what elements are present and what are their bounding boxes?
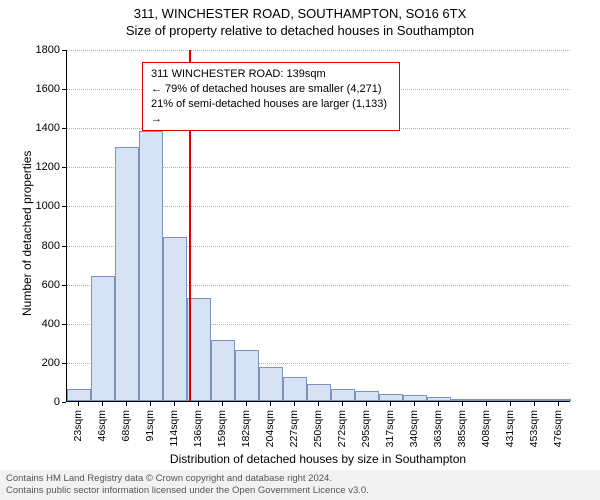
x-tick-mark [414,402,415,406]
x-tick-mark [438,402,439,406]
x-tick-label: 68sqm [120,410,132,442]
footer-line1: Contains HM Land Registry data © Crown c… [6,473,594,485]
x-tick-mark [366,402,367,406]
x-tick-mark [126,402,127,406]
x-tick-label: 91sqm [144,410,156,442]
legend-box: 311 WINCHESTER ROAD: 139sqm← 79% of deta… [142,62,400,131]
x-tick-label: 295sqm [360,410,372,447]
footer-line2: Contains public sector information licen… [6,485,594,497]
x-tick-mark [150,402,151,406]
x-tick-mark [510,402,511,406]
histogram-bar [139,131,163,401]
x-tick-label: 136sqm [192,410,204,447]
x-tick-label: 159sqm [216,410,228,447]
y-tick-label: 400 [10,318,60,330]
histogram-bar [259,367,283,401]
title-line1: 311, WINCHESTER ROAD, SOUTHAMPTON, SO16 … [0,6,600,23]
histogram-bar [283,377,307,401]
x-tick-label: 476sqm [552,410,564,447]
x-tick-mark [294,402,295,406]
title-line2: Size of property relative to detached ho… [0,23,600,40]
y-tick-label: 1600 [10,83,60,95]
histogram-bar [427,397,451,401]
y-tick-label: 800 [10,240,60,252]
x-tick-mark [558,402,559,406]
attribution-footer: Contains HM Land Registry data © Crown c… [0,470,600,500]
x-tick-label: 340sqm [408,410,420,447]
y-tick-label: 1800 [10,44,60,56]
histogram-bar [163,237,187,401]
histogram-bar [547,399,571,401]
y-tick-mark [62,167,66,168]
gridline-h [67,50,570,51]
x-tick-label: 227sqm [288,410,300,447]
x-tick-label: 23sqm [72,410,84,442]
x-tick-label: 182sqm [240,410,252,447]
histogram-bar [67,389,91,401]
x-tick-mark [198,402,199,406]
x-tick-mark [318,402,319,406]
histogram-bar [115,147,139,401]
x-tick-label: 204sqm [264,410,276,447]
y-tick-label: 1400 [10,122,60,134]
x-tick-mark [270,402,271,406]
histogram-bar [235,350,259,401]
x-tick-label: 385sqm [456,410,468,447]
x-tick-mark [462,402,463,406]
x-tick-mark [174,402,175,406]
x-tick-label: 272sqm [336,410,348,447]
histogram-bar [403,395,427,401]
x-tick-mark [78,402,79,406]
x-tick-label: 250sqm [312,410,324,447]
histogram-bar [331,389,355,401]
x-tick-label: 431sqm [504,410,516,447]
histogram-bar [523,399,547,401]
histogram-bar [91,276,115,401]
histogram-bar [211,340,235,401]
y-tick-mark [62,285,66,286]
histogram-bar [307,384,331,401]
histogram-bar [355,391,379,401]
plot-area: 311 WINCHESTER ROAD: 139sqm← 79% of deta… [66,50,570,402]
histogram-bar [475,399,499,401]
y-tick-mark [62,246,66,247]
x-tick-label: 114sqm [168,410,180,447]
x-tick-label: 46sqm [96,410,108,442]
y-tick-label: 600 [10,279,60,291]
histogram-bar [379,394,403,401]
x-tick-label: 453sqm [528,410,540,447]
chart-title-block: 311, WINCHESTER ROAD, SOUTHAMPTON, SO16 … [0,0,600,40]
histogram-chart: 311 WINCHESTER ROAD: 139sqm← 79% of deta… [0,42,600,462]
y-tick-label: 1200 [10,161,60,173]
y-tick-mark [62,206,66,207]
y-tick-mark [62,402,66,403]
x-tick-label: 408sqm [480,410,492,447]
x-tick-mark [342,402,343,406]
x-tick-label: 317sqm [384,410,396,447]
y-axis-label: Number of detached properties [20,151,34,316]
x-tick-mark [486,402,487,406]
x-axis-label: Distribution of detached houses by size … [66,452,570,466]
x-tick-mark [534,402,535,406]
histogram-bar [499,399,523,401]
y-tick-label: 200 [10,357,60,369]
y-tick-mark [62,89,66,90]
x-tick-mark [222,402,223,406]
y-tick-mark [62,128,66,129]
y-tick-mark [62,50,66,51]
legend-line1: 311 WINCHESTER ROAD: 139sqm [151,67,391,82]
x-tick-mark [246,402,247,406]
x-tick-mark [390,402,391,406]
y-tick-label: 1000 [10,200,60,212]
y-tick-mark [62,363,66,364]
histogram-bar [451,399,475,401]
x-tick-label: 363sqm [432,410,444,447]
legend-line2: ← 79% of detached houses are smaller (4,… [151,82,391,97]
y-tick-label: 0 [10,396,60,408]
legend-line3: 21% of semi-detached houses are larger (… [151,97,391,127]
x-tick-mark [102,402,103,406]
y-tick-mark [62,324,66,325]
